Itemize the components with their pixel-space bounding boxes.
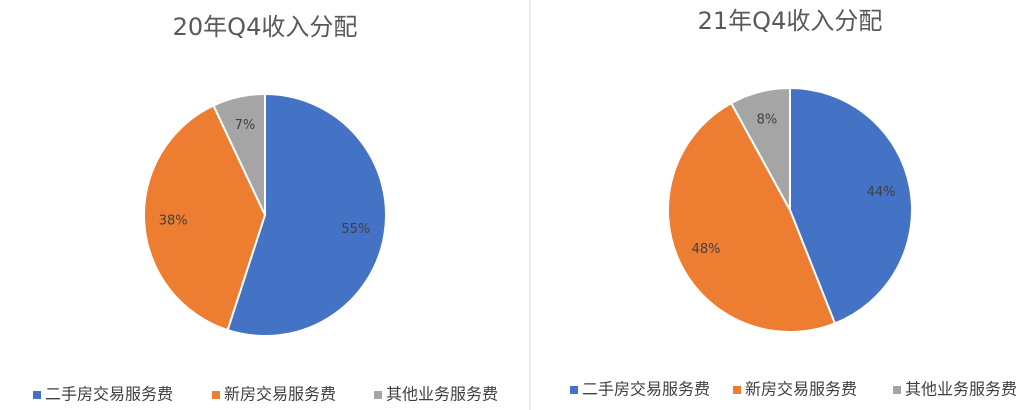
legend-label: 其他业务服务费 (905, 380, 1017, 399)
data-label: 7% (235, 118, 256, 133)
pie-slice (143, 104, 267, 332)
legend-swatch (374, 391, 382, 399)
pie-slice (667, 101, 837, 333)
pie-slice (226, 92, 387, 337)
pie-slice (212, 92, 266, 216)
legend-swatch (212, 391, 220, 399)
chart-title: 20年Q4收入分配 (173, 13, 358, 41)
data-label: 55% (341, 222, 370, 237)
legend-swatch (893, 386, 901, 394)
data-label: 44% (867, 185, 896, 200)
legend-swatch (733, 386, 741, 394)
legend-label: 二手房交易服务费 (582, 380, 710, 399)
legend-label: 二手房交易服务费 (45, 385, 173, 404)
data-label: 48% (692, 242, 721, 257)
legend-label: 其他业务服务费 (386, 385, 498, 404)
chart-title: 21年Q4收入分配 (698, 7, 883, 35)
pie-slice (789, 86, 913, 325)
legend-swatch (570, 386, 578, 394)
data-label: 8% (757, 113, 778, 128)
data-label: 38% (159, 213, 188, 228)
legend-label: 新房交易服务费 (745, 380, 857, 399)
legend-label: 新房交易服务费 (224, 385, 336, 404)
pie-slice (729, 86, 791, 211)
legend-swatch (33, 391, 41, 399)
